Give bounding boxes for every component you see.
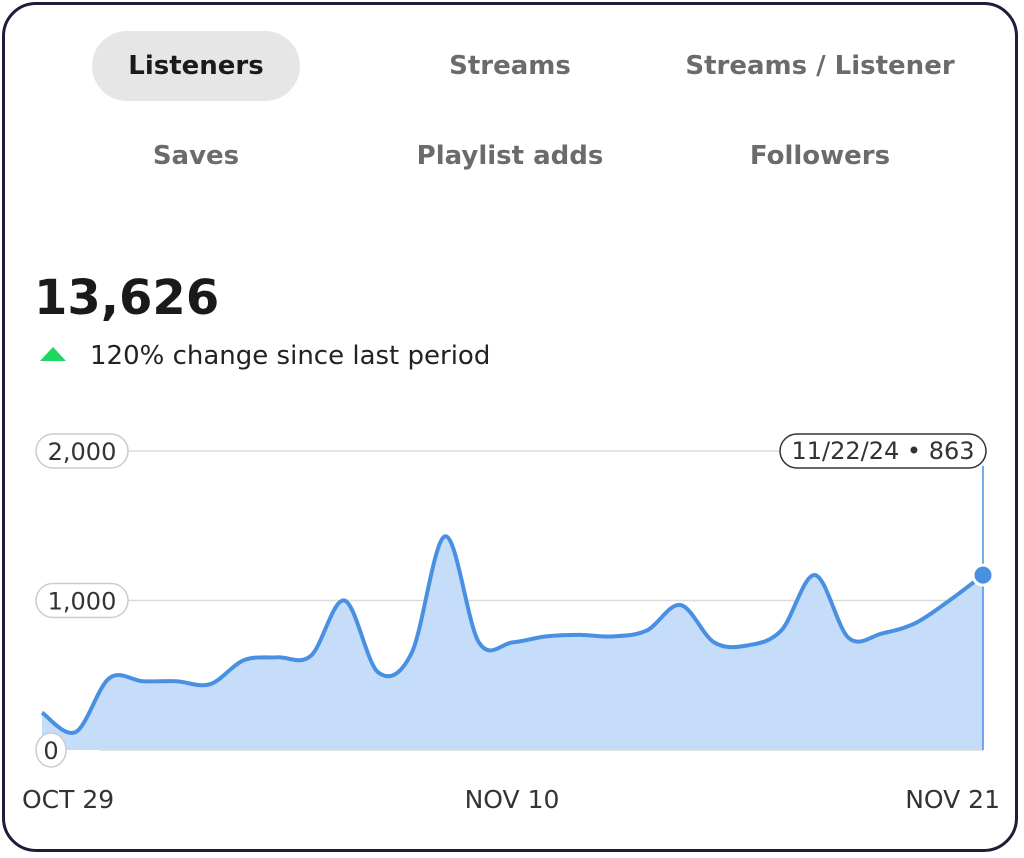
tab-listeners[interactable]: Listeners bbox=[92, 31, 300, 101]
x-tick-label: NOV 10 bbox=[465, 785, 560, 814]
tab-saves[interactable]: Saves bbox=[152, 141, 240, 171]
series-line bbox=[40, 534, 985, 735]
y-tick-label: 1,000 bbox=[48, 588, 117, 616]
highlight-point[interactable] bbox=[971, 563, 995, 587]
x-tick-label: OCT 29 bbox=[22, 785, 114, 814]
tooltip-pill bbox=[779, 433, 987, 469]
change-text: 120% change since last period bbox=[90, 341, 491, 371]
tab-streams[interactable]: Streams bbox=[449, 51, 571, 81]
y-tick-pill bbox=[35, 732, 67, 768]
trend-up-icon bbox=[40, 346, 66, 361]
listener-total: 13,626 bbox=[34, 270, 220, 326]
y-tick-pill bbox=[35, 433, 129, 469]
tab-playlist-adds[interactable]: Playlist adds bbox=[416, 141, 604, 171]
y-tick-label: 2,000 bbox=[48, 438, 117, 466]
y-tick-label: 0 bbox=[43, 737, 58, 765]
x-tick-label: NOV 21 bbox=[905, 785, 1000, 814]
tab-streams-per-listener[interactable]: Streams / Listener bbox=[685, 51, 955, 81]
tab-followers[interactable]: Followers bbox=[749, 141, 891, 171]
tooltip-text: 11/22/24 • 863 bbox=[791, 437, 974, 465]
y-tick-pill bbox=[35, 582, 129, 619]
change-indicator: 120% change since last period bbox=[40, 336, 490, 376]
